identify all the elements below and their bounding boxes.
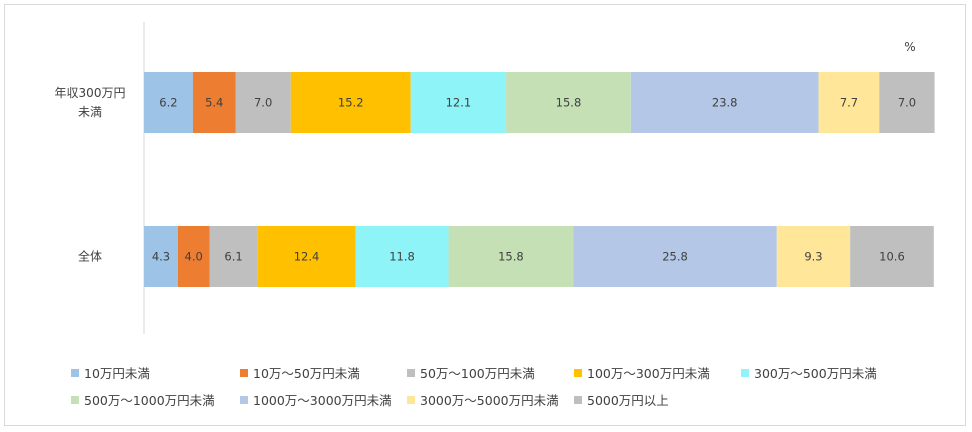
legend-swatch xyxy=(407,396,415,404)
legend-swatch xyxy=(71,396,79,404)
legend-swatch xyxy=(71,369,79,377)
bar-segment xyxy=(235,72,291,133)
data-label: 12.1 xyxy=(446,96,472,110)
bar-segment xyxy=(506,72,631,133)
legend-label: 10万円未満 xyxy=(84,366,150,381)
legend: 10万円未満 10万～50万円未満 50万～100万円未満 100万～300万円未満 3… xyxy=(71,366,877,408)
legend-label: 10万～50万円未満 xyxy=(253,366,360,381)
bar-segment xyxy=(257,226,356,287)
data-label: 6.2 xyxy=(159,96,177,110)
category-label: 全体 xyxy=(78,249,102,264)
bar-segment xyxy=(879,72,935,133)
bars-group: 6.2 5.4 7.0 15.2 12.1 15.8 23.8 7.7 7.0 4.3 4.0 6.1… xyxy=(144,72,935,287)
bar-segment xyxy=(818,72,880,133)
data-label: 12.4 xyxy=(294,250,320,264)
data-label: 9.3 xyxy=(804,250,822,264)
category-label: 年収300万円未満 xyxy=(55,86,126,119)
legend-label: 100万～300万円未満 xyxy=(587,366,710,381)
data-label: 11.8 xyxy=(389,250,415,264)
bar-segment xyxy=(144,72,193,133)
bar-segment xyxy=(355,226,449,287)
chart-frame xyxy=(4,4,966,426)
bar-segment xyxy=(573,226,777,287)
bar-segment xyxy=(144,226,178,287)
legend-swatch xyxy=(240,369,248,377)
legend-label: 50万～100万円未満 xyxy=(420,366,535,381)
unit-label: % xyxy=(904,40,915,54)
data-label: 7.7 xyxy=(840,96,858,110)
data-label: 15.8 xyxy=(498,250,524,264)
legend-swatch xyxy=(240,396,248,404)
bar-segment xyxy=(448,226,574,287)
data-label: 7.0 xyxy=(254,96,272,110)
data-label: 7.0 xyxy=(898,96,916,110)
legend-swatch xyxy=(574,396,582,404)
bar-segment xyxy=(776,226,851,287)
data-label: 25.8 xyxy=(662,250,688,264)
bar-segment xyxy=(630,72,819,133)
legend-swatch xyxy=(574,369,582,377)
legend-swatch xyxy=(741,369,749,377)
bar-segment xyxy=(410,72,507,133)
legend-label: 5000万円以上 xyxy=(587,393,669,408)
bar-segment xyxy=(209,226,258,287)
data-label: 6.1 xyxy=(224,250,242,264)
data-label: 5.4 xyxy=(205,96,223,110)
data-label: 23.8 xyxy=(712,96,738,110)
bar-segment xyxy=(850,226,934,287)
legend-label: 300万～500万円未満 xyxy=(754,366,877,381)
bar-segment xyxy=(290,72,411,133)
legend-swatch xyxy=(407,369,415,377)
data-label: 4.0 xyxy=(185,250,203,264)
bar-segment xyxy=(177,226,210,287)
legend-label: 3000万～5000万円未満 xyxy=(420,393,559,408)
data-label: 15.8 xyxy=(556,96,582,110)
data-label: 15.2 xyxy=(338,96,364,110)
legend-label: 500万～1000万円未満 xyxy=(84,393,215,408)
data-label: 10.6 xyxy=(879,250,905,264)
bar-segment xyxy=(192,72,236,133)
data-label: 4.3 xyxy=(152,250,170,264)
legend-label: 1000万～3000万円未満 xyxy=(253,393,392,408)
